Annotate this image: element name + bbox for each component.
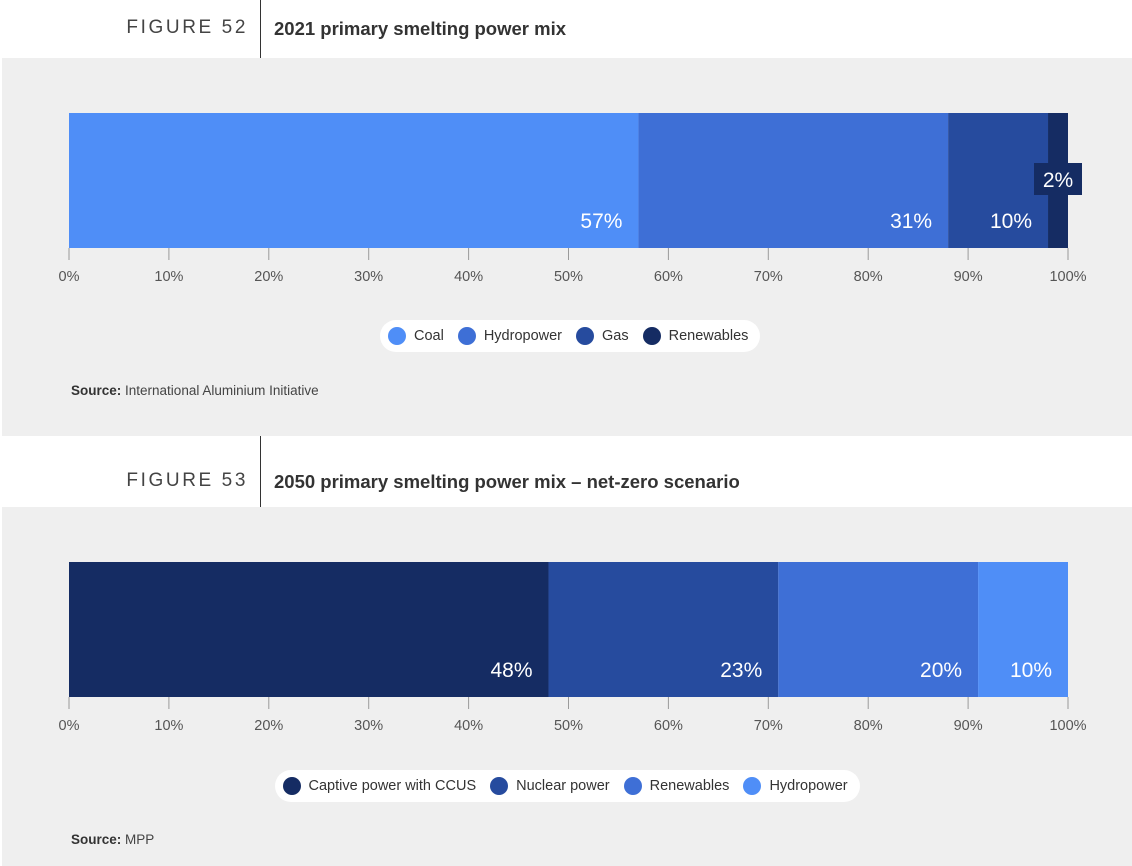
legend-swatch	[623, 777, 642, 795]
bar-segment-hydropower	[638, 113, 949, 248]
bar-segment-renewables	[778, 562, 979, 697]
x-tick-label: 90%	[954, 269, 983, 285]
x-tick-label: 100%	[1049, 718, 1086, 734]
legend-label: Hydropower	[483, 328, 562, 344]
data-label: 23%	[720, 659, 762, 682]
data-label: 48%	[490, 659, 532, 682]
figure-53-chart-panel: 48% 23% 20% 10% 0% 10% 20% 30% 40% 50% 60% 70% 80% 90…	[2, 507, 1132, 866]
x-tick-label: 30%	[354, 718, 383, 734]
x-tick-label: 70%	[754, 718, 783, 734]
chart-legend: Captive power with CCUS Nuclear power Rene…	[274, 770, 860, 802]
x-tick-label: 50%	[554, 269, 583, 285]
data-label: 10%	[1010, 659, 1052, 682]
x-tick-label: 20%	[254, 269, 283, 285]
x-tick-label: 50%	[554, 718, 583, 734]
source-text: MPP	[125, 832, 155, 847]
data-label: 10%	[990, 210, 1032, 233]
legend-label: Hydropower	[769, 778, 848, 794]
figure-title: 2021 primary smelting power mix	[274, 18, 567, 39]
bar-segment-captive-power-with-ccus	[69, 562, 549, 697]
legend-swatch	[282, 777, 301, 795]
legend-label: Captive power with CCUS	[308, 778, 477, 794]
figure-52-header: FIGURE 52 2021 primary smelting power mi…	[0, 0, 1132, 58]
header-divider	[260, 436, 261, 507]
stacked-bar-chart: 57% 31% 10% 2% 0% 10% 20% 30% 40% 50% 60% 70% 80% 90%…	[59, 113, 1087, 285]
x-tick-label: 80%	[854, 718, 883, 734]
x-tick-label: 70%	[754, 269, 783, 285]
legend-item: Hydropower	[743, 777, 848, 795]
x-tick-label: 10%	[154, 269, 183, 285]
x-tick-label: 20%	[254, 718, 283, 734]
legend-swatch	[743, 777, 762, 795]
x-tick-label: 80%	[854, 269, 883, 285]
legend-label: Nuclear power	[516, 778, 610, 794]
legend-swatch	[576, 327, 594, 345]
header-divider	[260, 0, 261, 58]
source-note: Source: MPP	[71, 832, 154, 847]
figure-label: FIGURE 53	[126, 470, 248, 491]
legend-item: Nuclear power	[490, 777, 610, 795]
legend-label: Gas	[602, 328, 629, 344]
bar-segment-hydropower	[978, 562, 1068, 697]
legend-swatch	[457, 327, 476, 345]
figure-label: FIGURE 52	[126, 17, 248, 38]
data-label: 57%	[580, 210, 622, 233]
data-label: 31%	[890, 210, 932, 233]
legend-label: Renewables	[649, 778, 730, 794]
source-label: Source:	[71, 383, 122, 398]
figure-53-header: FIGURE 53 2050 primary smelting power mi…	[0, 436, 1132, 507]
x-tick-label: 100%	[1049, 269, 1086, 285]
bar-segment-nuclear-power	[548, 562, 779, 697]
x-tick-label: 90%	[954, 718, 983, 734]
bar-segment-gas	[948, 113, 1049, 248]
figure-52-chart-panel: 57% 31% 10% 2% 0% 10% 20% 30% 40% 50% 60% 70% 80% 90%…	[2, 58, 1132, 436]
data-label: 20%	[920, 659, 962, 682]
x-tick-label: 10%	[154, 718, 183, 734]
x-tick-label: 0%	[59, 269, 80, 285]
bar-segment-coal	[69, 113, 639, 248]
x-tick-label: 60%	[654, 718, 683, 734]
legend-item: Captive power with CCUS	[282, 777, 477, 795]
x-tick-label: 60%	[654, 269, 683, 285]
source-note: Source: International Aluminium Initiati…	[71, 383, 319, 398]
x-tick-label: 40%	[454, 718, 483, 734]
x-tick-label: 0%	[59, 718, 80, 734]
stacked-bar-chart: 48% 23% 20% 10% 0% 10% 20% 30% 40% 50% 60% 70% 80% 90…	[59, 562, 1087, 734]
legend-label: Renewables	[668, 328, 749, 344]
figure-title: 2050 primary smelting power mix – net-ze…	[274, 471, 740, 492]
legend-item: Hydropower	[457, 327, 562, 345]
legend-item: Renewables	[642, 327, 749, 345]
x-tick-label: 40%	[454, 269, 483, 285]
legend-swatch	[490, 777, 509, 795]
source-label: Source:	[71, 832, 122, 847]
data-label: 2%	[1043, 169, 1073, 192]
source-text: International Aluminium Initiative	[125, 383, 319, 398]
chart-legend: Coal Hydropower Gas Renewables	[380, 320, 761, 352]
legend-swatch	[642, 327, 661, 345]
x-tick-label: 30%	[354, 269, 383, 285]
data-label-box	[1034, 163, 1082, 195]
legend-item: Renewables	[623, 777, 730, 795]
legend-item: Gas	[576, 327, 629, 345]
legend-item: Coal	[388, 327, 444, 345]
legend-label: Coal	[414, 328, 444, 344]
legend-swatch	[388, 327, 406, 345]
